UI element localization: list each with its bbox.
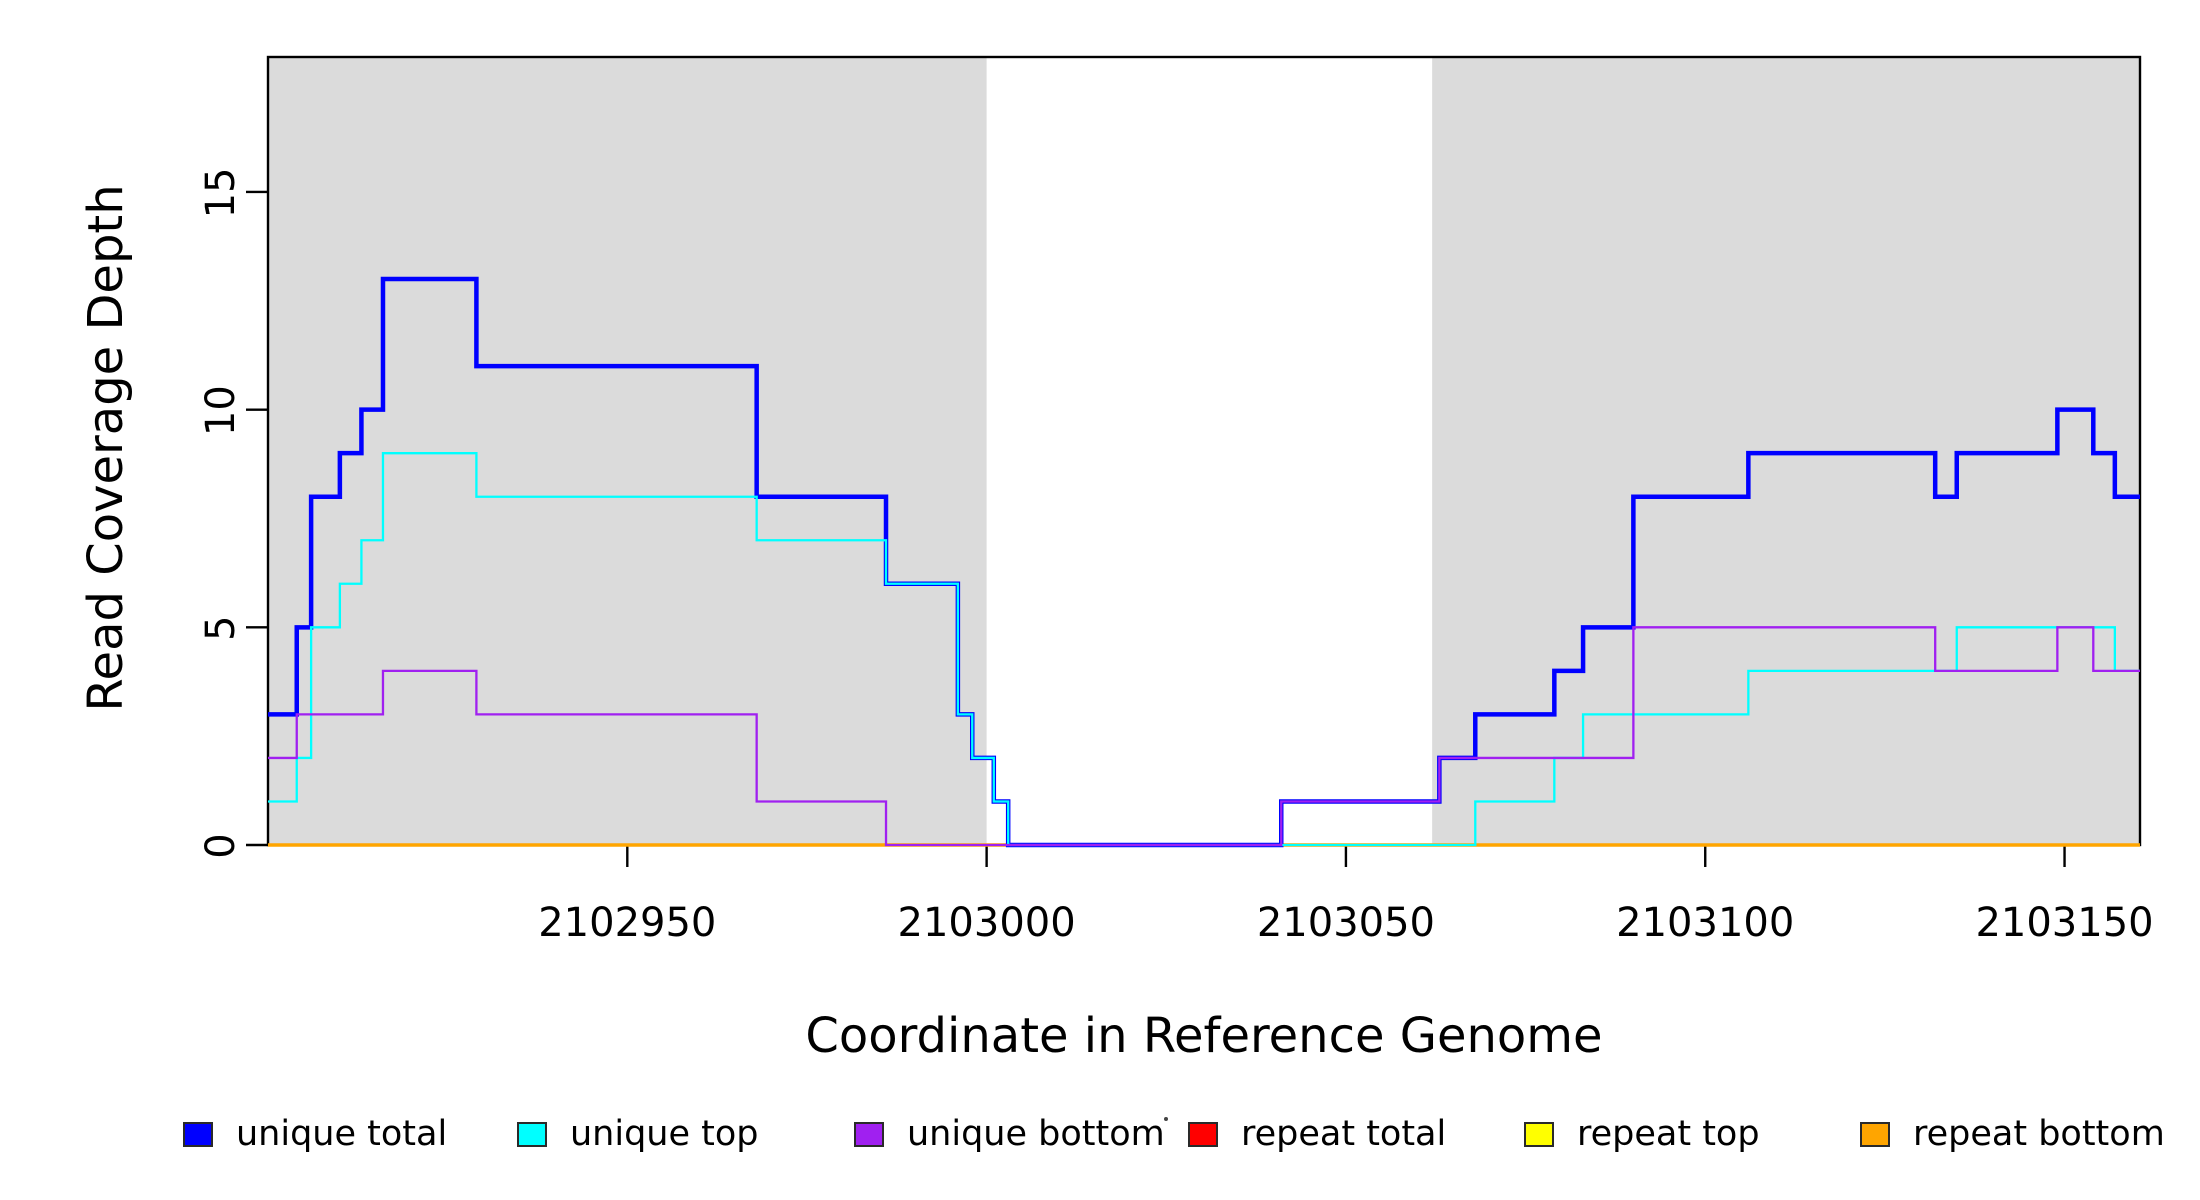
legend-item-repeat-bottom: repeat bottom — [1860, 1112, 2165, 1156]
x-tick-label: 2103000 — [898, 900, 1076, 946]
legend-label: repeat top — [1577, 1114, 1760, 1154]
legend-item-repeat-top: repeat top — [1524, 1112, 1760, 1156]
x-tick-label: 2103100 — [1616, 900, 1794, 946]
legend-swatch-unique-total — [183, 1121, 213, 1147]
y-tick-label: 0 — [198, 833, 244, 858]
y-tick-label: 10 — [198, 385, 244, 436]
legend-swatch-repeat-top — [1524, 1121, 1554, 1147]
legend-item-unique-bottom: unique bottom — [854, 1112, 1165, 1156]
series-path-unique-top — [268, 452, 2140, 847]
y-tick-label: 5 — [198, 616, 244, 641]
shaded-region — [268, 57, 987, 845]
plot-graphics — [246, 55, 2142, 867]
legend-label: repeat total — [1241, 1114, 1447, 1154]
legend: unique total unique top unique bottom re… — [0, 1112, 2200, 1156]
legend-label: unique top — [570, 1114, 759, 1154]
legend-label: unique total — [236, 1114, 448, 1154]
legend-swatch-unique-top — [517, 1121, 547, 1147]
y-tick-label: 15 — [198, 168, 244, 219]
legend-item-repeat-total: repeat total — [1188, 1112, 1446, 1156]
legend-swatch-repeat-total — [1188, 1121, 1218, 1147]
legend-swatch-repeat-bottom — [1860, 1121, 1890, 1147]
legend-label: unique bottom — [907, 1114, 1165, 1154]
legend-item-unique-total: unique total — [183, 1112, 447, 1156]
legend-label: repeat bottom — [1913, 1114, 2165, 1154]
x-axis-title: Coordinate in Reference Genome — [805, 1008, 1602, 1064]
legend-item-unique-top: unique top — [517, 1112, 759, 1156]
x-tick-label: 2103150 — [1975, 900, 2153, 946]
series-path-unique-bottom — [268, 626, 2140, 847]
stray-dot — [1164, 1117, 1168, 1121]
y-axis-tick-labels: 0 5 10 15 — [198, 168, 244, 859]
y-axis-title: Read Coverage Depth — [78, 184, 134, 711]
x-tick-label: 2103050 — [1257, 900, 1435, 946]
x-tick-label: 2102950 — [538, 900, 716, 946]
x-axis-tick-labels: 2102950 2103000 2103050 2103100 2103150 — [538, 900, 2153, 946]
legend-swatch-unique-bottom — [854, 1121, 884, 1147]
